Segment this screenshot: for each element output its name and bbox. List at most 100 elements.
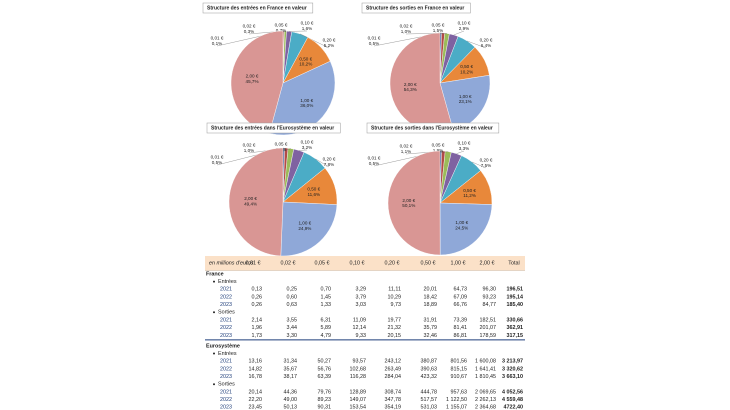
slice-value-label: 7,5% (481, 163, 491, 168)
slice-label: 0,20 € (323, 157, 336, 162)
table-cell: 31,91 (424, 317, 438, 323)
slice-value-label: 1,0% (244, 148, 254, 153)
table-cell: 16,78 (249, 374, 263, 380)
table-cell: 2 364,68 (475, 405, 496, 410)
table-cell: 93,23 (483, 294, 497, 300)
row-year: 2022 (220, 366, 232, 372)
table-cell: 0,60 (287, 294, 298, 300)
pie-slice (387, 150, 441, 256)
row-year: 2021 (220, 287, 232, 293)
table-cell: 423,32 (421, 374, 438, 380)
slice-label: 0,20 € (323, 38, 336, 43)
table-cell: 380,87 (421, 359, 438, 365)
row-year: 2022 (220, 294, 232, 300)
slice-value-label: 3,3% (459, 146, 469, 151)
slice-value-label: 24,5% (455, 225, 468, 230)
slice-label: 0,50 € (463, 188, 476, 193)
table-cell: 44,36 (284, 389, 298, 395)
table-header-cell: 1,00 € (451, 260, 466, 266)
slice-label: 2,00 € (402, 198, 415, 203)
leader-line (456, 150, 465, 154)
table-cell: 1 122,50 (446, 397, 467, 403)
section-title: Eurosystème (206, 343, 240, 349)
table-cell: 12,14 (353, 325, 367, 331)
slice-label: 1,00 € (455, 220, 468, 225)
table-cell: 93,57 (353, 359, 367, 365)
table-cell: 149,07 (350, 397, 367, 403)
row-year: 2023 (220, 405, 232, 410)
group-title: Sorties (218, 382, 235, 388)
slice-value-label: 1,6% (302, 26, 312, 31)
group-title: Entrées (218, 279, 237, 285)
table-cell: 20,15 (388, 333, 402, 339)
slice-label: 0,10 € (301, 140, 314, 145)
slice-label: 0,10 € (458, 21, 471, 26)
row-total: 4 052,56 (502, 389, 523, 395)
leader-line (467, 40, 487, 49)
table-cell: 13,16 (249, 359, 263, 365)
table-cell: 66,76 (454, 302, 468, 308)
row-total: 196,51 (507, 287, 524, 293)
slice-label: 1,00 € (300, 98, 313, 103)
table-cell: 801,56 (451, 359, 468, 365)
slice-value-label: 0,5% (212, 160, 222, 165)
slice-label: 0,20 € (480, 158, 493, 163)
slice-value-label: 2,9% (459, 26, 469, 31)
slice-label: 0,50 € (299, 56, 312, 61)
table-cell: 64,73 (454, 287, 468, 293)
slice-value-label: 0,5% (369, 41, 379, 46)
table-header-cell: 0,50 € (421, 260, 436, 266)
slice-value-label: 11,6% (307, 192, 320, 197)
bullet (213, 280, 215, 283)
row-year: 2021 (220, 359, 232, 365)
slice-value-label: 50,1% (402, 203, 415, 208)
row-total: 3 213,97 (502, 359, 523, 365)
slice-value-label: 6,4% (481, 43, 491, 48)
slice-label: 1,00 € (459, 94, 472, 99)
chart-title: Structure des entrées en France en valeu… (207, 5, 307, 11)
table-cell: 263,49 (385, 366, 402, 372)
slice-label: 0,01 € (368, 156, 381, 161)
table-cell: 347,78 (385, 397, 402, 403)
table-cell: 18,89 (424, 302, 438, 308)
chart-title: Structure des entrées dans l'Eurosystème… (211, 125, 334, 131)
table-cell: 957,63 (451, 389, 468, 395)
table-cell: 308,74 (385, 389, 402, 395)
table-cell: 14,82 (249, 366, 263, 372)
slice-value-label: 1,9% (433, 148, 443, 153)
slice-label: 0,50 € (307, 187, 320, 192)
row-total: 3 663,10 (502, 374, 523, 380)
table-cell: 3,79 (356, 294, 367, 300)
table-cell: 128,89 (350, 389, 367, 395)
slice-value-label: 1,1% (401, 149, 411, 154)
slice-value-label: 54,3% (404, 87, 417, 92)
slice-value-label: 24,9% (298, 226, 311, 231)
chart-title-box (202, 2, 314, 14)
table-cell: 63,39 (318, 374, 332, 380)
leader-line (299, 33, 330, 49)
table-cell: 1 810,45 (475, 374, 496, 380)
slice-value-label: 0,3% (244, 29, 254, 34)
row-year: 2023 (220, 302, 232, 308)
slice-value-label: 10,2% (460, 69, 473, 74)
table-cell: 1,45 (321, 294, 332, 300)
slice-value-label: 3,2% (302, 145, 312, 150)
table-cell: 0,70 (321, 287, 332, 293)
table-cell: 96,30 (483, 287, 497, 293)
slice-label: 0,10 € (458, 141, 471, 146)
row-total: 195,14 (507, 294, 524, 300)
table-header-bg (205, 256, 525, 270)
slice-value-label: 10,2% (299, 62, 312, 67)
table-cell: 31,34 (284, 359, 298, 365)
row-total: 4722,40 (504, 405, 524, 410)
slice-value-label: 49,4% (244, 201, 257, 206)
slice-label: 0,05 € (432, 143, 445, 148)
group-title: Sorties (218, 310, 235, 316)
slice-label: 0,02 € (243, 143, 256, 148)
slice-label: 0,20 € (480, 38, 493, 43)
slice-value-label: 36,0% (300, 103, 313, 108)
table-cell: 90,31 (318, 405, 332, 410)
table-cell: 67,09 (454, 294, 468, 300)
slice-label: 0,05 € (275, 142, 288, 147)
table-cell: 3,30 (287, 333, 298, 339)
